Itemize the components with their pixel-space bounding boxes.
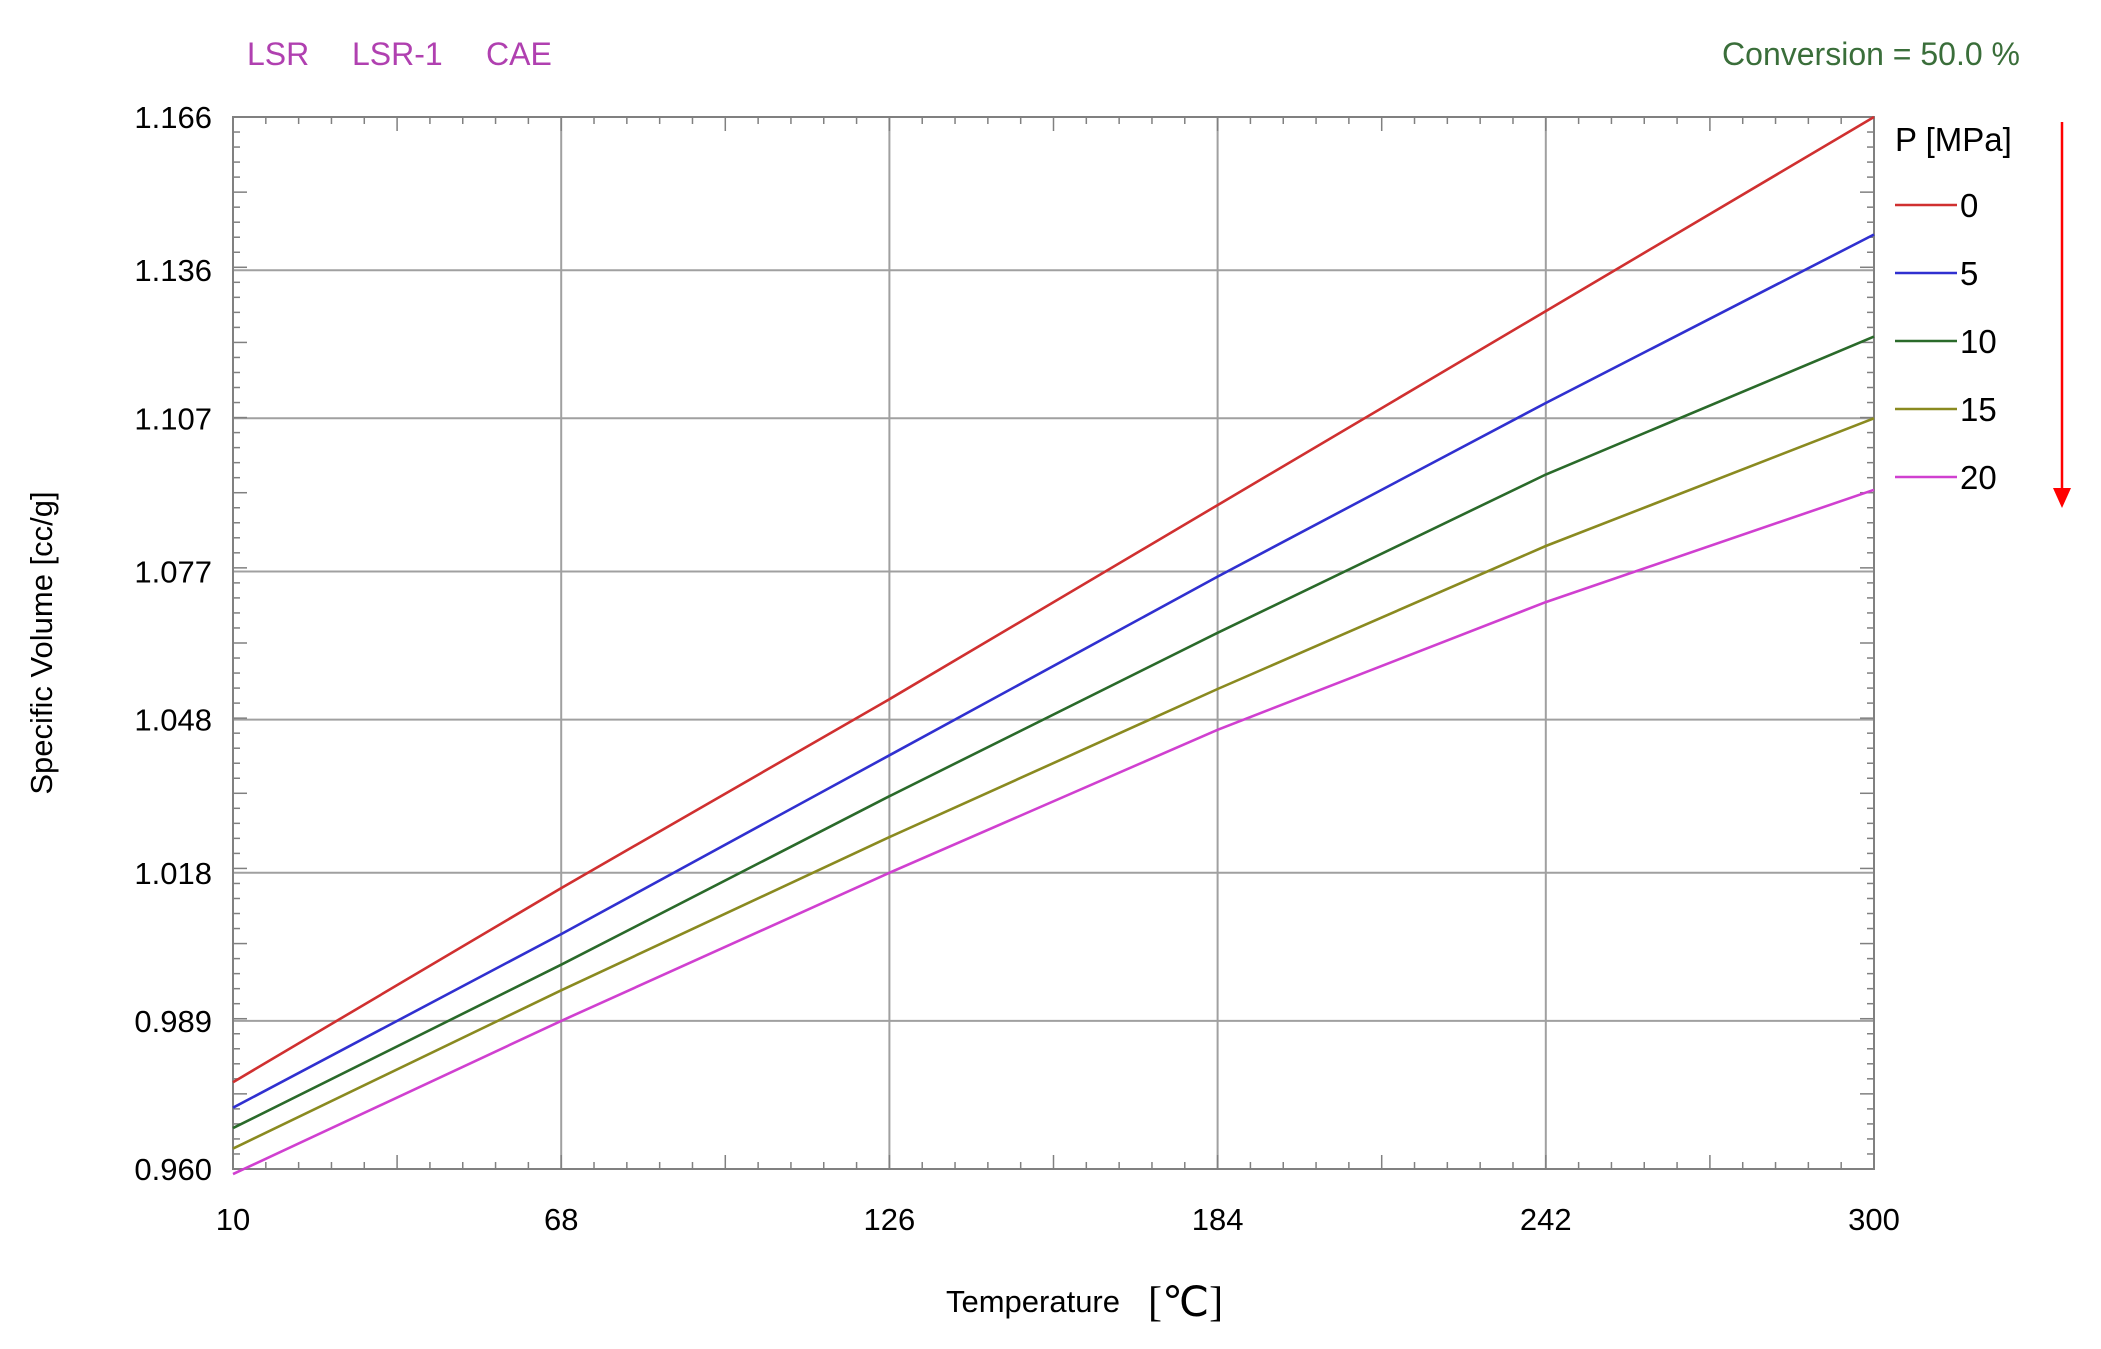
pressure-direction-arrow (2053, 122, 2071, 508)
x-tick-label: 68 (544, 1202, 578, 1237)
x-tick-label: 184 (1192, 1202, 1244, 1237)
tab-cae[interactable]: CAE (486, 36, 552, 72)
chart-header: LSR LSR-1 CAE Conversion = 50.0 % (247, 36, 2020, 72)
y-tick-label: 1.107 (134, 401, 212, 436)
y-axis-ticks: 0.960 0.989 1.018 1.048 1.077 1.107 1.136 1.166 (134, 100, 212, 1187)
series-line-p15 (232, 417, 1875, 1150)
y-tick-label: 0.960 (134, 1152, 212, 1187)
legend: P [MPa] 0 5 10 15 20 (1895, 121, 2012, 496)
series-line-p20 (232, 488, 1875, 1176)
x-tick-label: 300 (1848, 1202, 1900, 1237)
legend-label-p5: 5 (1960, 255, 1978, 292)
series-line-p0 (232, 115, 1875, 1084)
y-tick-label: 1.166 (134, 100, 212, 135)
legend-label-p0: 0 (1960, 187, 1978, 224)
legend-label-p10: 10 (1960, 323, 1997, 360)
x-axis-title: Temperature (946, 1284, 1120, 1319)
x-axis-unit: [℃] (1148, 1280, 1223, 1326)
y-tick-label: 1.077 (134, 555, 212, 590)
x-tick-label: 10 (216, 1202, 250, 1237)
y-tick-label: 0.989 (134, 1004, 212, 1039)
conversion-label: Conversion = 50.0 % (1722, 36, 2020, 72)
grid-lines (233, 117, 1874, 1169)
x-tick-label: 126 (864, 1202, 916, 1237)
x-axis-ticks: 10 68 126 184 242 300 (216, 1202, 1900, 1237)
series-lines (232, 115, 1875, 1176)
y-tick-label: 1.136 (134, 253, 212, 288)
series-line-p10 (232, 335, 1875, 1130)
legend-title: P [MPa] (1895, 121, 2012, 158)
y-tick-label: 1.018 (134, 856, 212, 891)
y-axis-title: Specific Volume [cc/g] (24, 491, 59, 794)
plot-frame (232, 116, 1875, 1170)
tab-lsr[interactable]: LSR (247, 36, 309, 72)
legend-label-p15: 15 (1960, 391, 1997, 428)
x-tick-label: 242 (1520, 1202, 1572, 1237)
arrow-head (2053, 488, 2071, 508)
legend-label-p20: 20 (1960, 459, 1997, 496)
y-tick-label: 1.048 (134, 703, 212, 738)
tab-lsr-1[interactable]: LSR-1 (352, 36, 443, 72)
series-line-p5 (232, 233, 1875, 1109)
minor-ticks (233, 117, 1874, 1169)
